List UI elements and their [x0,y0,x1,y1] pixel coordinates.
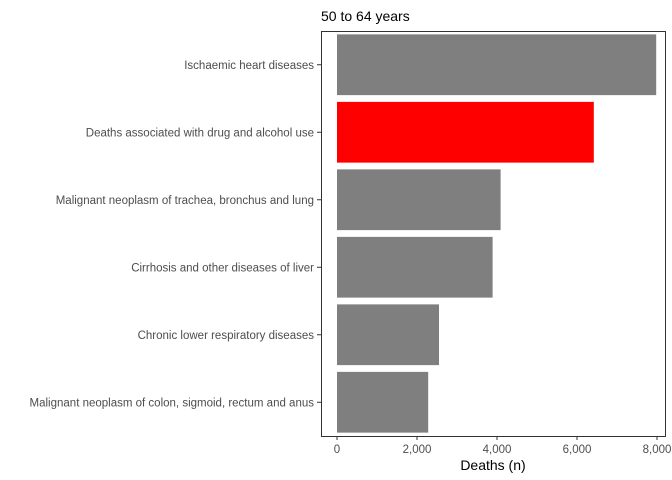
y-tick-label: Ischaemic heart diseases [184,60,314,72]
bar-4 [337,236,493,298]
y-tick-label: Malignant neoplasm of trachea, bronchus … [56,195,314,207]
bar-2 [337,101,594,163]
chart-title: 50 to 64 years [321,8,410,24]
y-axis: Ischaemic heart diseases Deaths associate… [30,60,321,409]
x-tick-label: 4,000 [483,444,512,456]
x-tick-label: 2,000 [403,444,432,456]
bar-5 [337,304,439,366]
y-tick-label: Chronic lower respiratory diseases [138,330,315,342]
y-tick-label: Cirrhosis and other diseases of liver [131,262,314,274]
x-tick-label: 8,000 [643,444,672,456]
y-tick-label: Malignant neoplasm of colon, sigmoid, re… [30,397,315,409]
plot-panel-border [321,31,666,437]
y-tick-label: Deaths associated with drug and alcohol … [86,127,314,139]
bar-3 [337,169,501,231]
x-tick-label: 6,000 [563,444,592,456]
bars-layer [337,34,657,433]
x-axis-title: Deaths (n) [460,457,525,473]
x-axis: 0 2,000 4,000 6,000 8,000 [334,436,672,456]
bar-6 [337,371,429,433]
bar-1 [337,34,657,96]
x-tick-label: 0 [334,444,340,456]
